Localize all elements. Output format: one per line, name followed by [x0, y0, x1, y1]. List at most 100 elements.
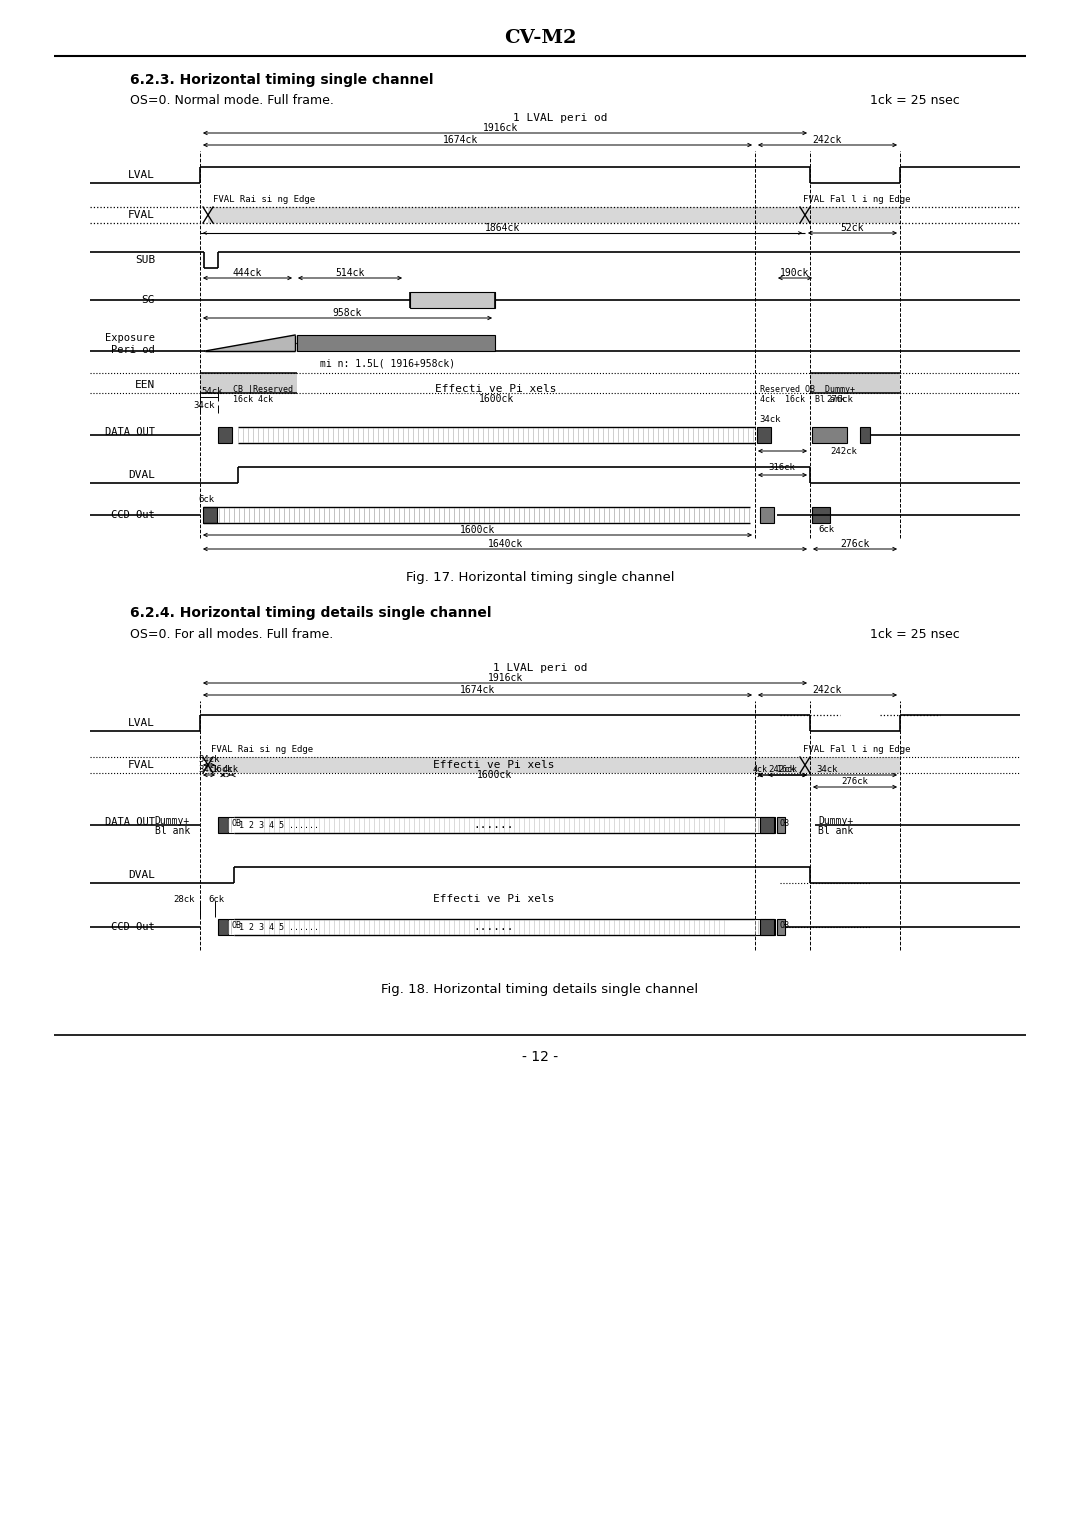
- Text: Fig. 17. Horizontal timing single channel: Fig. 17. Horizontal timing single channe…: [406, 571, 674, 585]
- Text: 1674ck: 1674ck: [443, 134, 477, 145]
- Text: 1640ck: 1640ck: [487, 539, 523, 549]
- Text: Bl ank: Bl ank: [154, 827, 190, 836]
- Text: DVAL: DVAL: [129, 869, 156, 880]
- Text: FVAL Fal l i ng Edge: FVAL Fal l i ng Edge: [804, 196, 910, 205]
- Text: LVAL: LVAL: [129, 718, 156, 727]
- Bar: [765, 817, 775, 833]
- Bar: [760, 918, 774, 935]
- Bar: [810, 373, 900, 393]
- Bar: [777, 817, 785, 833]
- Text: Peri od: Peri od: [111, 345, 156, 354]
- Text: Fig. 18. Horizontal timing details single channel: Fig. 18. Horizontal timing details singl…: [381, 984, 699, 996]
- Text: 1916ck: 1916ck: [483, 122, 517, 133]
- Text: 1600ck: 1600ck: [459, 526, 495, 535]
- Text: OB: OB: [232, 920, 242, 929]
- Text: Dummy+: Dummy+: [818, 816, 853, 827]
- Text: 16ck: 16ck: [777, 764, 797, 773]
- Text: 28ck: 28ck: [174, 894, 195, 903]
- Text: 242ck: 242ck: [812, 685, 841, 695]
- Text: 242ck: 242ck: [812, 134, 841, 145]
- Text: 1ck = 25 nsec: 1ck = 25 nsec: [870, 93, 960, 107]
- Text: SUB: SUB: [135, 255, 156, 264]
- Text: Effecti ve Pi xels: Effecti ve Pi xels: [435, 384, 557, 394]
- Text: 34ck: 34ck: [193, 400, 215, 410]
- Text: 1 LVAL peri od: 1 LVAL peri od: [492, 663, 588, 672]
- Text: OB: OB: [779, 819, 789, 828]
- Bar: [208, 756, 900, 773]
- Text: Effecti ve Pi xels: Effecti ve Pi xels: [433, 759, 555, 770]
- Text: 6ck: 6ck: [208, 894, 225, 903]
- Text: 4ck: 4ck: [222, 764, 239, 773]
- Text: 54ck: 54ck: [199, 755, 219, 764]
- Bar: [218, 817, 228, 833]
- Text: 276ck: 276ck: [841, 776, 868, 785]
- Text: 444ck: 444ck: [232, 267, 261, 278]
- Text: 1 2 3 4 5 ......: 1 2 3 4 5 ......: [239, 923, 319, 932]
- Text: CB |Reserved: CB |Reserved: [233, 385, 293, 394]
- Text: 958ck: 958ck: [333, 309, 362, 318]
- Text: Reserved OB  Dummy+: Reserved OB Dummy+: [760, 385, 855, 394]
- Text: Exposure: Exposure: [105, 333, 156, 342]
- Text: 1864ck: 1864ck: [484, 223, 519, 232]
- Bar: [200, 373, 297, 393]
- Text: 34ck: 34ck: [759, 414, 781, 423]
- Text: 6ck: 6ck: [818, 526, 834, 535]
- Text: 1674ck: 1674ck: [459, 685, 495, 695]
- Text: ......: ......: [474, 821, 514, 830]
- Bar: [757, 426, 771, 443]
- Text: CV-M2: CV-M2: [503, 29, 577, 47]
- Text: 190ck: 190ck: [781, 267, 810, 278]
- Text: 1ck = 25 nsec: 1ck = 25 nsec: [870, 628, 960, 642]
- Text: 276ck: 276ck: [840, 539, 869, 549]
- Bar: [760, 507, 774, 523]
- Text: 276ck: 276ck: [826, 394, 853, 403]
- Text: FVAL: FVAL: [129, 759, 156, 770]
- Text: 16ck 4ck: 16ck 4ck: [233, 394, 273, 403]
- Text: FVAL Fal l i ng Edge: FVAL Fal l i ng Edge: [804, 746, 910, 755]
- Text: 52ck: 52ck: [840, 223, 864, 232]
- Bar: [812, 426, 847, 443]
- Text: 6ck: 6ck: [198, 495, 214, 504]
- Text: 1916ck: 1916ck: [487, 672, 523, 683]
- Text: LVAL: LVAL: [129, 170, 156, 180]
- Text: DATA OUT: DATA OUT: [105, 426, 156, 437]
- Text: OS=0. Normal mode. Full frame.: OS=0. Normal mode. Full frame.: [130, 93, 334, 107]
- Text: mi n: 1.5L( 1916+958ck): mi n: 1.5L( 1916+958ck): [320, 358, 455, 368]
- Text: 1600ck: 1600ck: [476, 770, 512, 779]
- Text: Effecti ve Pi xels: Effecti ve Pi xels: [433, 894, 555, 905]
- Text: 242ck: 242ck: [831, 446, 856, 455]
- Text: FVAL Rai si ng Edge: FVAL Rai si ng Edge: [211, 746, 313, 755]
- Text: 1 LVAL peri od: 1 LVAL peri od: [513, 113, 607, 122]
- Text: 34ck: 34ck: [816, 764, 838, 773]
- Text: ......: ......: [474, 921, 514, 932]
- Text: FVAL: FVAL: [129, 209, 156, 220]
- Bar: [812, 507, 831, 523]
- Bar: [218, 426, 232, 443]
- Text: DVAL: DVAL: [129, 471, 156, 480]
- Text: 34ck: 34ck: [199, 764, 219, 773]
- Text: 6.2.4. Horizontal timing details single channel: 6.2.4. Horizontal timing details single …: [130, 607, 491, 620]
- Text: CCD Out: CCD Out: [111, 510, 156, 520]
- Bar: [860, 426, 870, 443]
- Text: 514ck: 514ck: [335, 267, 365, 278]
- Bar: [777, 918, 785, 935]
- Text: 16ck: 16ck: [213, 764, 233, 773]
- Text: 1600ck: 1600ck: [478, 394, 514, 403]
- Text: OS=0. For all modes. Full frame.: OS=0. For all modes. Full frame.: [130, 628, 334, 642]
- Text: 1 2 3 4 5 ......: 1 2 3 4 5 ......: [239, 821, 319, 830]
- Text: 242ck: 242ck: [769, 764, 796, 773]
- Text: DATA OUT: DATA OUT: [105, 817, 156, 827]
- Text: 316ck: 316ck: [769, 463, 796, 472]
- Bar: [218, 918, 228, 935]
- Text: EEN: EEN: [135, 380, 156, 390]
- Text: 6.2.3. Horizontal timing single channel: 6.2.3. Horizontal timing single channel: [130, 73, 433, 87]
- Text: OB: OB: [232, 819, 242, 828]
- Text: Dummy+: Dummy+: [154, 816, 190, 827]
- Text: 4ck  16ck  Bl ank: 4ck 16ck Bl ank: [760, 394, 845, 403]
- Bar: [297, 335, 495, 351]
- Bar: [760, 817, 774, 833]
- Text: OB: OB: [779, 920, 789, 929]
- Text: SG: SG: [141, 295, 156, 306]
- Text: Bl ank: Bl ank: [818, 827, 853, 836]
- Bar: [410, 292, 495, 309]
